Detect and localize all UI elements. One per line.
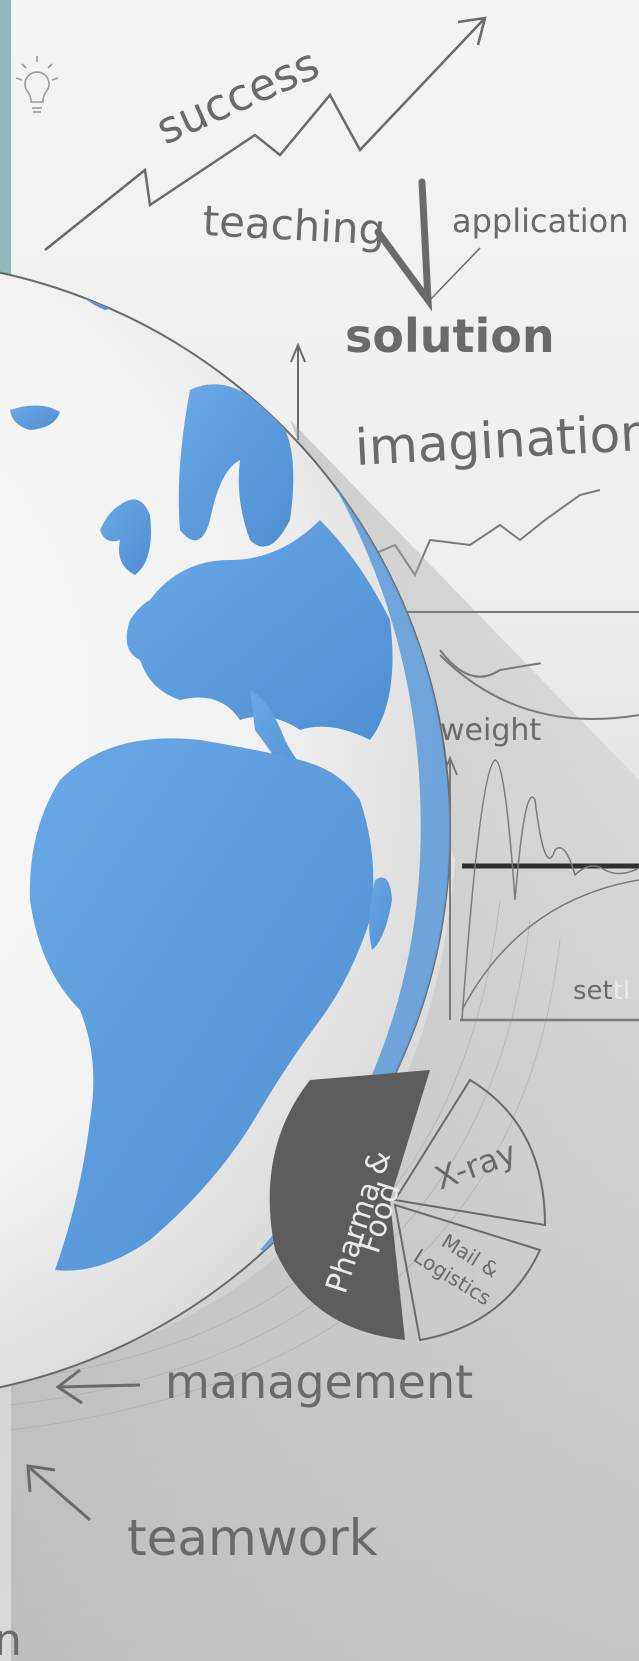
success-arrow	[44, 17, 486, 251]
word-application: application	[452, 202, 629, 240]
pie-chart	[269, 1070, 547, 1342]
pie-slice-dark	[269, 1070, 430, 1340]
pie-slice-xray	[393, 1078, 547, 1227]
word-imagination: imagination	[354, 404, 639, 477]
word-teamwork: teamwork	[127, 1509, 378, 1567]
teamwork-arrow	[26, 1464, 91, 1522]
word-management: management	[165, 1355, 473, 1409]
globe-shadow	[0, 420, 639, 1661]
pie-slice-mail	[393, 1203, 542, 1342]
word-weight: weight	[440, 713, 541, 748]
edge-letter: n	[0, 1615, 22, 1661]
check-mark	[374, 178, 433, 312]
word-solution: solution	[345, 309, 555, 363]
arrow-icon	[457, 16, 487, 46]
globe-icon	[0, 271, 451, 1389]
word-teaching: teaching	[201, 196, 386, 254]
word-success: success	[149, 38, 327, 155]
word-settle: settl	[573, 976, 630, 1006]
management-arrow	[55, 1368, 141, 1405]
lightbulb-icon	[15, 56, 59, 113]
